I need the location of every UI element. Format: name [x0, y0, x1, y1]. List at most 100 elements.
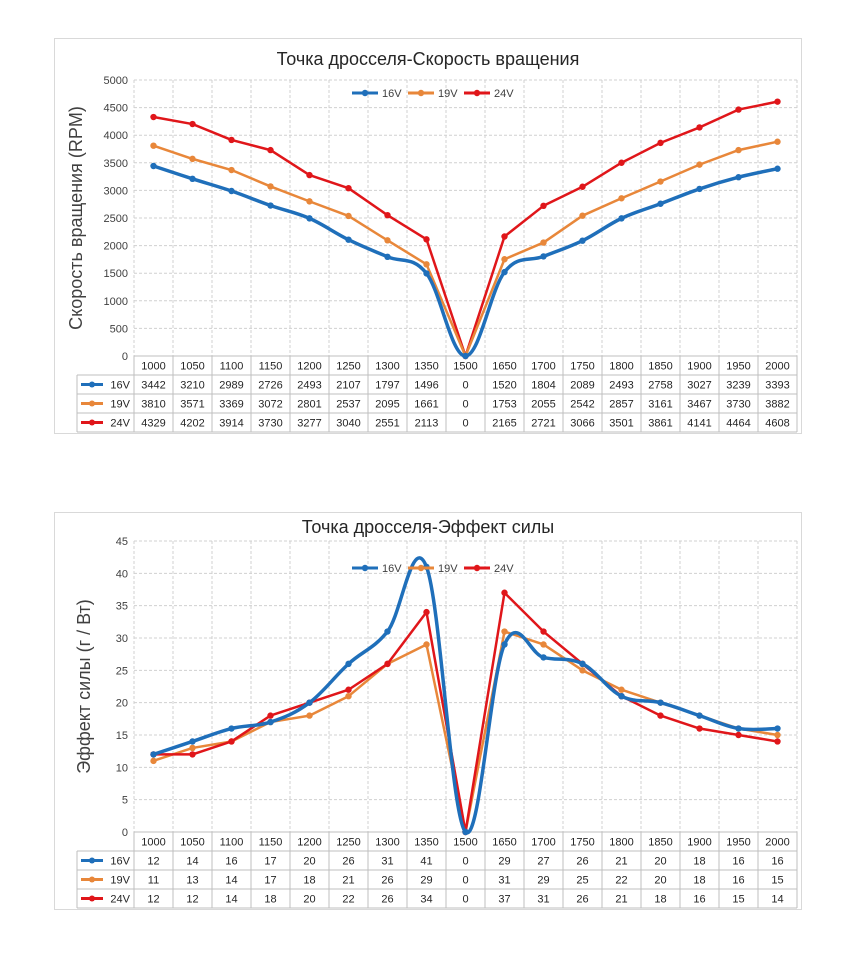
- rpm-x-tick-label: 1050: [180, 361, 204, 373]
- eff-table-value: 31: [381, 856, 393, 868]
- chart-efficiency-svg: Точка дросселя-Эффект силы Эффект силы (г…: [74, 517, 798, 909]
- rpm-table-value: 3730: [258, 418, 282, 430]
- rpm-table-legend-marker: [89, 419, 95, 426]
- eff-x-tick-label: 1800: [609, 837, 633, 849]
- eff-legend-label: 24V: [494, 563, 514, 575]
- eff-table-value: 18: [693, 875, 705, 887]
- eff-table-value: 29: [537, 875, 549, 887]
- rpm-table-value: 2055: [531, 399, 555, 411]
- eff-data-point-16V: [774, 725, 781, 732]
- rpm-table-series-name: 16V: [110, 380, 130, 392]
- eff-data-point-19V: [423, 641, 430, 648]
- rpm-data-point-16V: [384, 253, 391, 261]
- rpm-table-value: 3161: [648, 399, 672, 411]
- rpm-x-tick-label: 1950: [726, 361, 750, 373]
- eff-x-tick-label: 1000: [141, 837, 165, 849]
- eff-table-value: 21: [342, 875, 354, 887]
- rpm-data-point-24V: [189, 120, 196, 128]
- rpm-table-value: 3066: [570, 418, 594, 430]
- rpm-y-tick-label: 1500: [104, 268, 128, 280]
- rpm-data-point-16V: [462, 352, 469, 360]
- rpm-x-tick-label: 1650: [492, 361, 516, 373]
- rpm-data-point-24V: [540, 202, 547, 210]
- eff-table-value: 14: [186, 856, 198, 868]
- rpm-table-value: 4608: [765, 418, 789, 430]
- eff-data-point-24V: [735, 731, 742, 739]
- eff-data-point-16V: [306, 699, 313, 706]
- rpm-y-tick-label: 0: [122, 351, 128, 363]
- rpm-table-value: 1804: [531, 380, 555, 392]
- rpm-y-axis-label: Скорость вращения (RPM): [66, 106, 86, 330]
- rpm-table-value: 1753: [492, 399, 516, 411]
- rpm-data-point-16V: [618, 215, 625, 222]
- eff-table-value: 29: [498, 856, 510, 868]
- rpm-table-value: 2493: [297, 380, 321, 392]
- eff-x-tick-label: 1300: [375, 837, 399, 849]
- eff-data-point-16V: [384, 628, 391, 635]
- eff-table-value: 27: [537, 856, 549, 868]
- eff-x-tick-label: 1750: [570, 837, 594, 849]
- rpm-table-value: 2095: [375, 399, 399, 411]
- eff-table-value: 22: [615, 875, 627, 887]
- eff-x-tick-label: 1250: [336, 837, 360, 849]
- rpm-table-value: 2801: [297, 399, 321, 411]
- rpm-table-value: 1797: [375, 380, 399, 392]
- eff-data-point-19V: [540, 641, 547, 648]
- rpm-data-point-24V: [657, 139, 664, 147]
- eff-table-series-name: 16V: [110, 856, 130, 868]
- eff-table-value: 17: [264, 856, 276, 868]
- chart-rpm: Точка дросселя-Скорость вращения Скорость…: [54, 38, 802, 434]
- eff-table-legend-marker: [89, 857, 95, 864]
- eff-table-legend-marker: [89, 895, 95, 902]
- rpm-y-tick-label: 1000: [104, 296, 128, 308]
- rpm-data-point-19V: [657, 178, 664, 185]
- rpm-data-point-16V: [423, 270, 430, 277]
- rpm-y-tick-label: 2500: [104, 213, 128, 225]
- rpm-table-value: 2089: [570, 380, 594, 392]
- eff-x-tick-label: 2000: [765, 837, 789, 849]
- rpm-y-tick-label: 2000: [104, 241, 128, 253]
- eff-table-value: 18: [264, 894, 276, 906]
- rpm-data-point-24V: [384, 211, 391, 219]
- eff-table-value: 0: [462, 856, 468, 868]
- rpm-table-value: 3277: [297, 418, 321, 430]
- rpm-table-value: 2758: [648, 380, 672, 392]
- eff-table-series-name: 24V: [110, 894, 130, 906]
- chart-rpm-svg: Точка дросселя-Скорость вращения Скорость…: [66, 49, 798, 433]
- eff-series-line-24V: [153, 591, 778, 834]
- rpm-data-point-24V: [423, 236, 430, 243]
- eff-x-tick-label: 1350: [414, 837, 438, 849]
- eff-table-value: 14: [771, 894, 783, 906]
- rpm-series-line-16V: [152, 164, 778, 358]
- eff-table-value: 16: [225, 856, 237, 868]
- rpm-table-value: 1661: [414, 399, 438, 411]
- rpm-data-point-16V: [540, 253, 547, 260]
- rpm-table-value: 3369: [219, 399, 243, 411]
- eff-y-tick-label: 35: [116, 601, 128, 613]
- rpm-data-point-24V: [150, 113, 157, 121]
- eff-table-value: 11: [148, 875, 159, 887]
- rpm-data-point-19V: [345, 212, 352, 220]
- eff-table-value: 17: [264, 875, 276, 887]
- rpm-data-point-24V: [618, 159, 625, 166]
- eff-x-tick-label: 1650: [492, 837, 516, 849]
- eff-table-value: 16: [732, 856, 744, 868]
- rpm-table-value: 3393: [765, 380, 789, 392]
- rpm-table-value: 3210: [180, 380, 204, 392]
- eff-data-point-16V: [267, 718, 274, 726]
- eff-x-tick-label: 1700: [531, 837, 555, 849]
- rpm-y-tick-label: 500: [110, 323, 128, 335]
- eff-y-tick-label: 0: [122, 827, 128, 839]
- rpm-data-point-16V: [579, 237, 586, 244]
- rpm-x-tick-label: 1850: [648, 361, 672, 373]
- rpm-series-line-19V: [153, 140, 778, 358]
- rpm-data-point-24V: [696, 124, 703, 131]
- eff-y-tick-label: 45: [116, 536, 128, 548]
- rpm-x-tick-label: 1700: [531, 361, 555, 373]
- chart-efficiency: Точка дросселя-Эффект силы Эффект силы (г…: [54, 512, 802, 910]
- eff-data-point-16V: [228, 725, 235, 732]
- rpm-data-point-19V: [228, 166, 235, 174]
- eff-legend-marker: [361, 564, 369, 572]
- eff-data-point-16V: [345, 660, 352, 668]
- eff-table-value: 20: [654, 856, 666, 868]
